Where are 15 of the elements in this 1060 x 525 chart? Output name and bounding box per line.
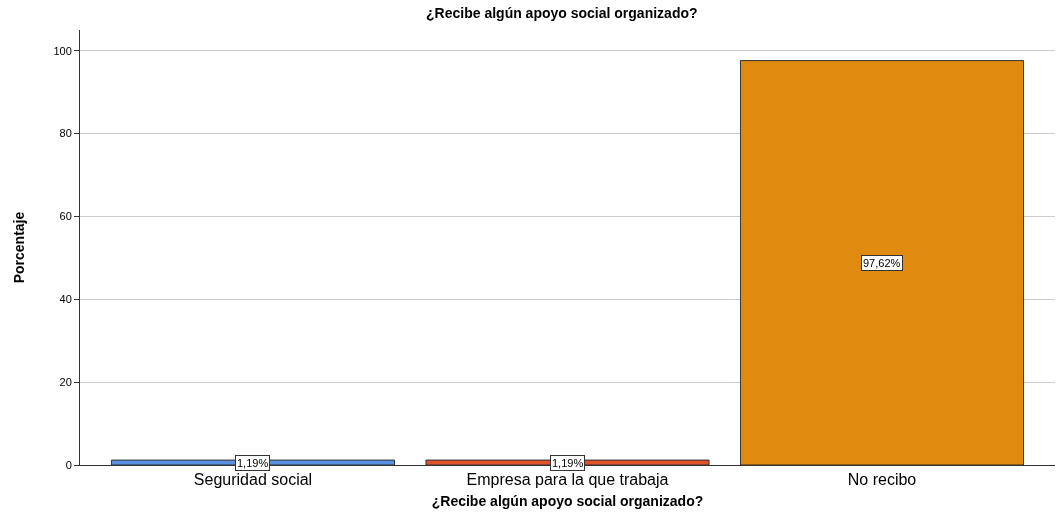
y-axis-title: Porcentaje bbox=[11, 211, 28, 284]
y-tick-label: 0 bbox=[65, 458, 72, 471]
data-label: 97,62% bbox=[863, 257, 901, 269]
data-label: 1,19% bbox=[552, 457, 584, 469]
x-axis-title: ¿Recibe algún apoyo social organizado? bbox=[431, 492, 704, 509]
y-tick-label: 60 bbox=[59, 210, 72, 223]
y-tick-label: 40 bbox=[59, 293, 72, 306]
chart-title: ¿Recibe algún apoyo social organizado? bbox=[426, 4, 698, 21]
x-tick-label: Seguridad social bbox=[193, 471, 313, 489]
x-tick-label: No recibo bbox=[847, 471, 917, 489]
y-tick-label: 80 bbox=[59, 127, 72, 140]
data-label: 1,19% bbox=[237, 457, 269, 469]
y-tick-label: 100 bbox=[53, 44, 72, 57]
y-tick-label: 20 bbox=[59, 375, 72, 388]
x-tick-label: Empresa para la que trabaja bbox=[466, 471, 669, 489]
